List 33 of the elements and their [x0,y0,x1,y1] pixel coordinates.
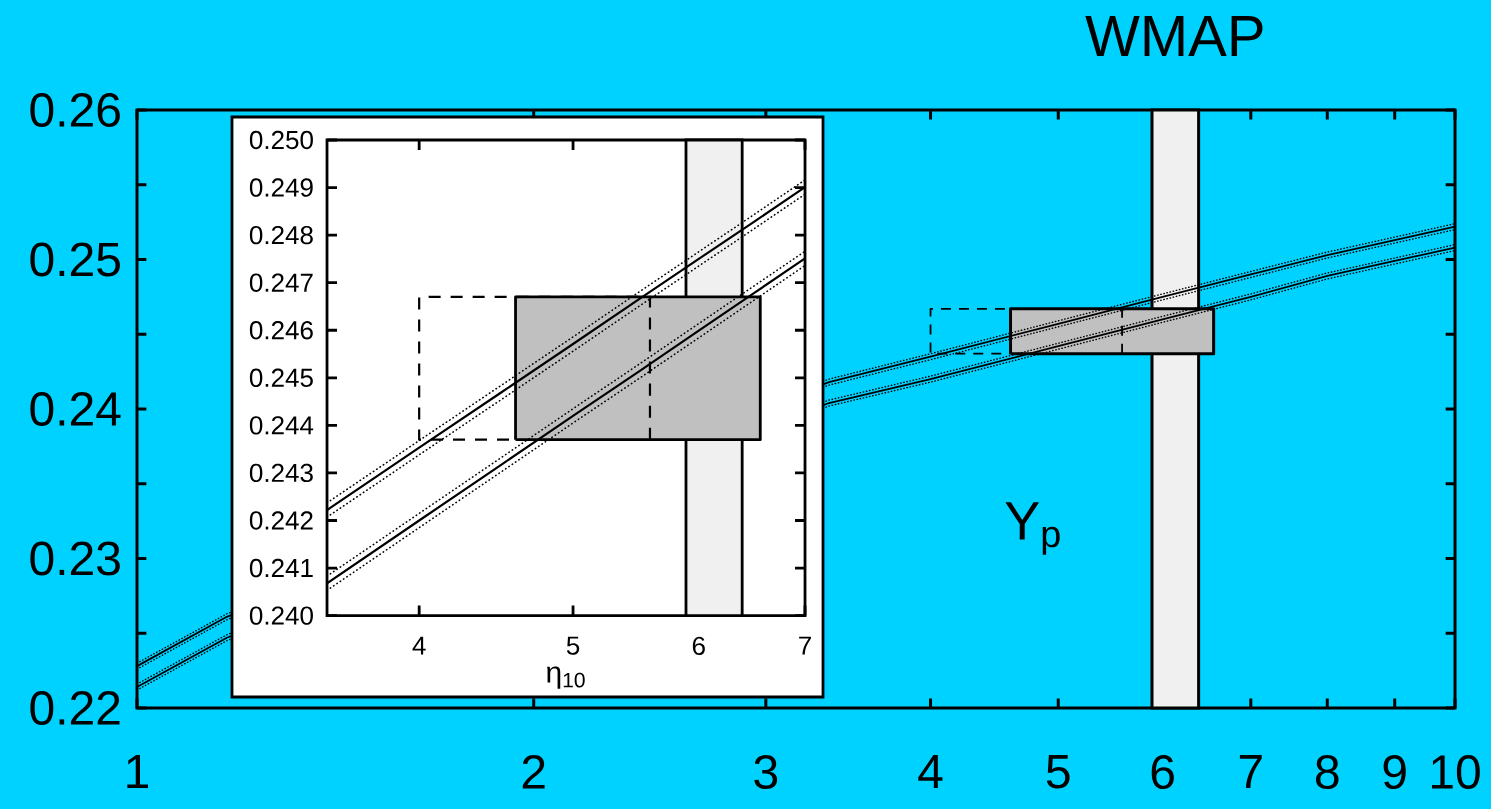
x-tick-label: 1 [127,755,148,789]
band-label: WMAP [1085,16,1263,56]
y-tick-label: 0.24 [30,392,121,426]
x-tick-label: 6 [1151,755,1174,790]
y-tick-label: 0.240 [249,606,313,625]
x-axis-title: η$_{10}$ [547,666,585,689]
x-tick-label: 5 [566,636,580,655]
y-tick-label: 0.242 [249,511,313,530]
x-tick-label: 6 [692,636,705,656]
x-tick-label: 2 [522,755,545,789]
y-tick-label: 0.22 [30,691,120,725]
y-tick-label: 0.245 [249,368,313,387]
y-tick-label: 0.25 [30,242,120,277]
x-tick-label: 7 [799,636,811,655]
annotation: Y$_{p}$ [1005,502,1060,555]
x-tick-label: 9 [1383,755,1406,790]
x-tick-label: 8 [1316,755,1339,790]
x-tick-label: 7 [1239,755,1262,789]
y-tick-label: 0.26 [30,93,120,127]
y-tick-label: 0.248 [249,225,313,245]
x-tick-label: 5 [1046,755,1070,789]
x-tick-label: 4 [918,755,943,789]
y-tick-label: 0.243 [249,463,313,483]
x-tick-label: 3 [754,755,778,790]
y-tick-label: 0.247 [249,273,313,292]
y-tick-label: 0.23 [30,541,120,576]
y-tick-label: 0.246 [249,321,313,340]
y-tick-label: 0.249 [249,178,313,197]
y-tick-label: 0.241 [249,558,313,578]
x-tick-label: 10 [1431,755,1480,790]
y-tick-label: 0.250 [249,130,313,150]
x-tick-label: 4 [412,636,426,655]
y-tick-label: 0.244 [249,416,314,435]
